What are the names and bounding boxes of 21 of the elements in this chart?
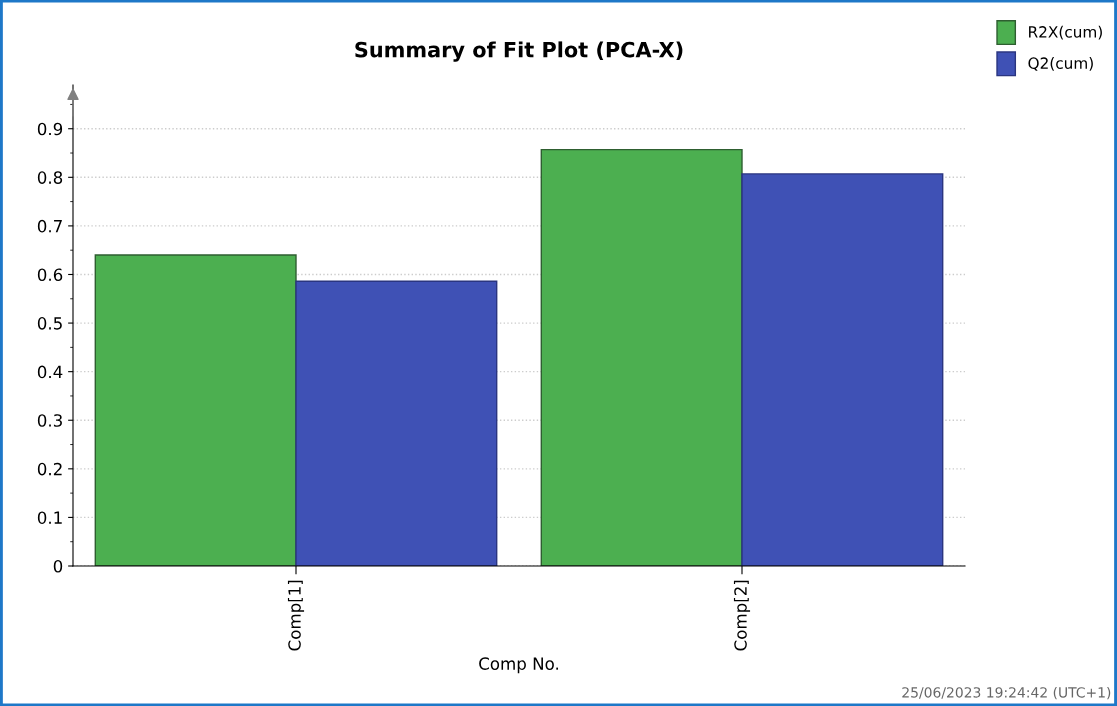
- bar: [295, 280, 498, 566]
- x-tick-label: Comp[1]: [287, 580, 305, 651]
- y-tick-label: 0.5: [37, 317, 62, 330]
- y-tick-label: 0.9: [37, 122, 63, 136]
- y-tick-label: 0.3: [37, 414, 62, 427]
- chart-title: Summary of Fit Plot (PCA-X): [355, 41, 683, 62]
- y-tick-label: 0.4: [37, 365, 63, 379]
- text: 25/06/2023 19:24:42 (UTC+1): [902, 686, 1111, 700]
- y-tick-label: 0.7: [37, 219, 62, 233]
- y-tick-label: 0.1: [37, 511, 62, 524]
- bar: [540, 148, 743, 566]
- y-tick-label: 0.6: [37, 268, 63, 282]
- y-tick-label: 0.8: [37, 171, 63, 184]
- legend-label: Q2(cum): [1028, 57, 1093, 71]
- bar: [741, 173, 944, 566]
- bar: [94, 254, 297, 566]
- y-tick-label: 0.2: [37, 462, 62, 476]
- x-axis-title: Comp No.: [479, 657, 559, 674]
- legend-label: R2X(cum): [1029, 25, 1102, 40]
- y-tick-label: 0: [53, 559, 63, 573]
- x-tick-label: Comp[2]: [733, 580, 751, 651]
